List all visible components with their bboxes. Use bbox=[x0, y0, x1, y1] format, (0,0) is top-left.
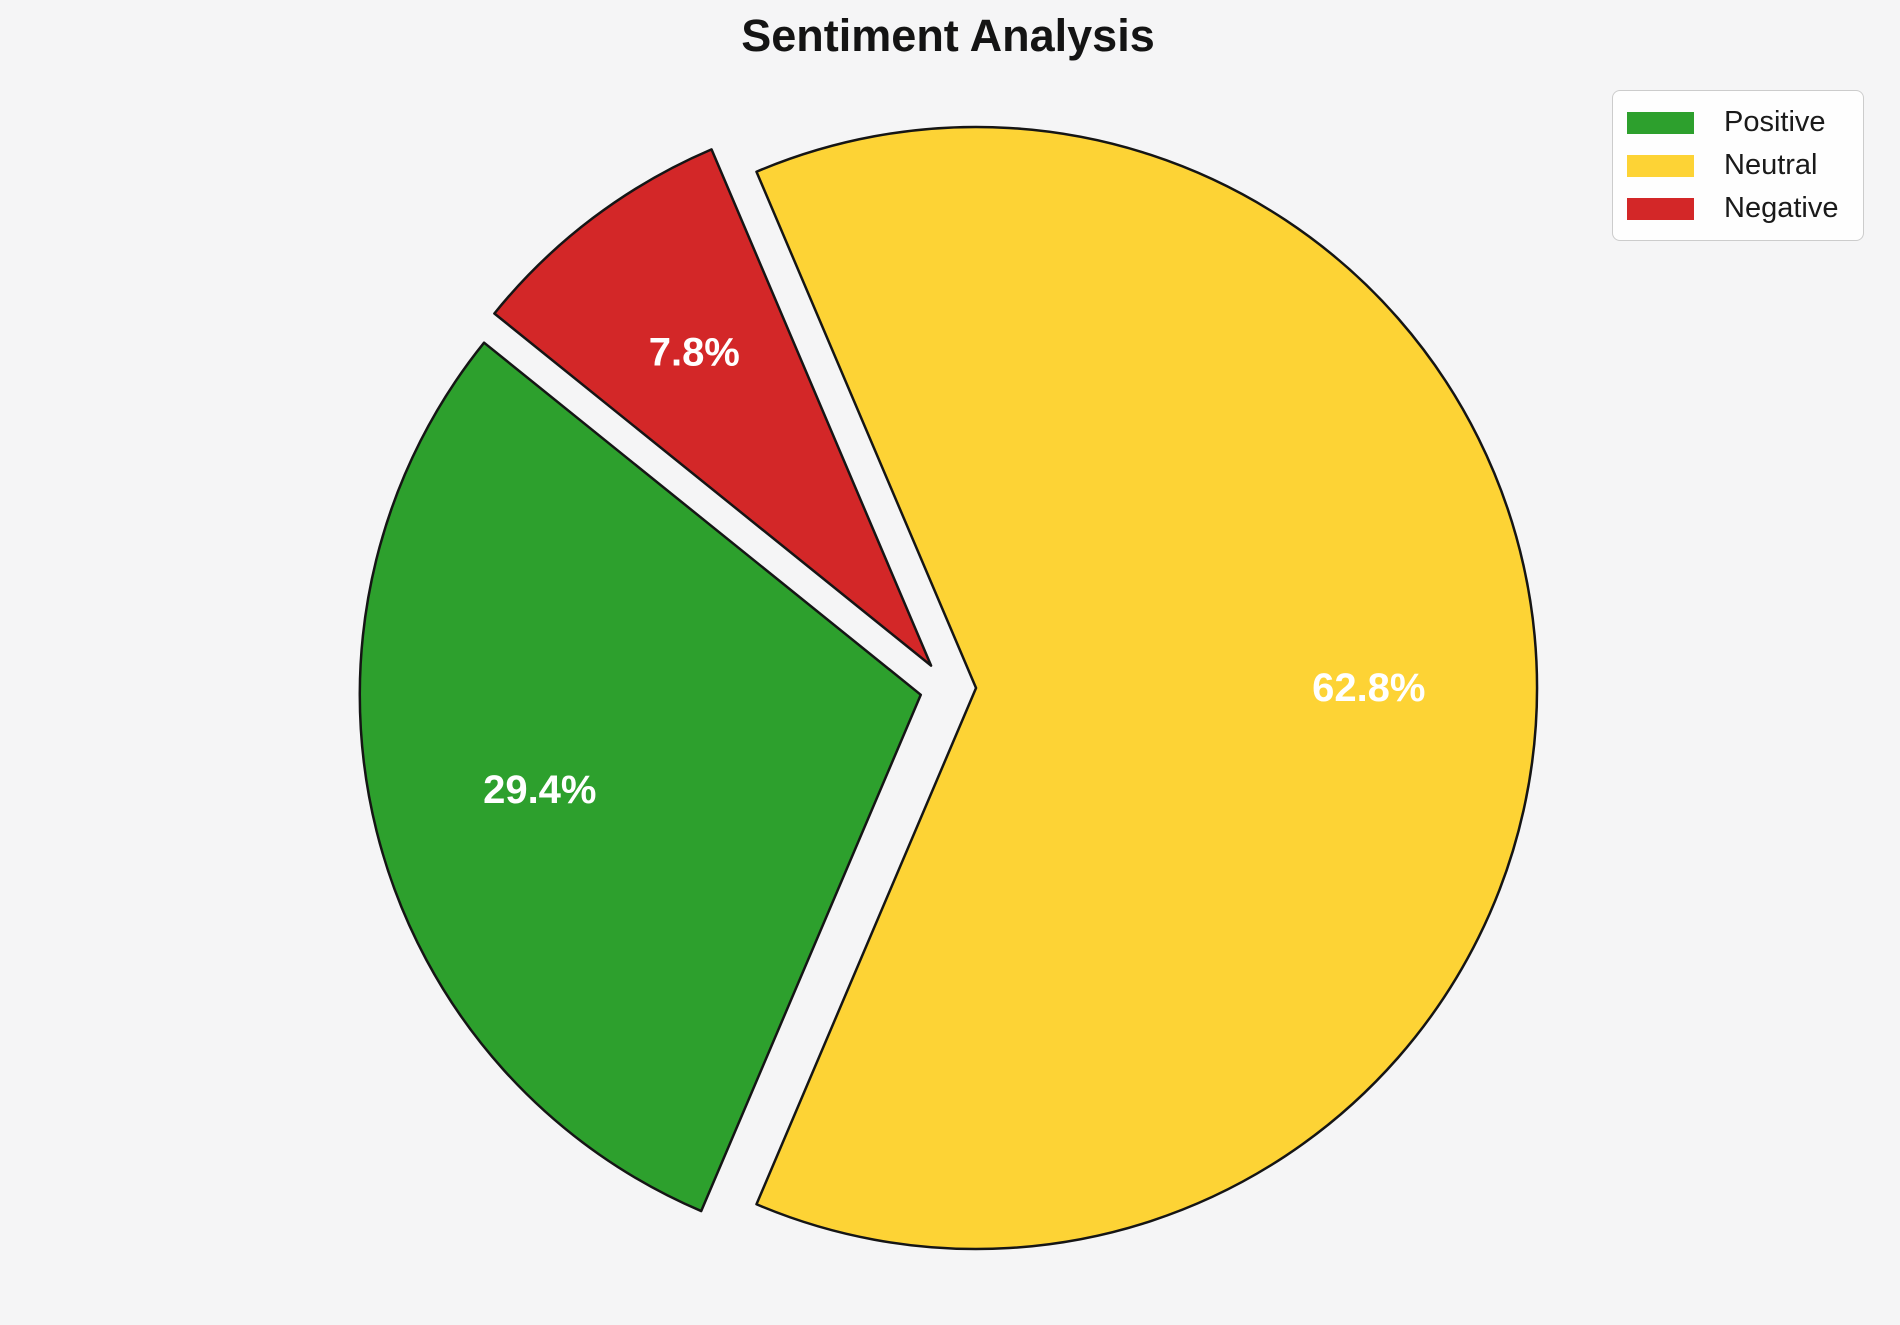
legend-item-neutral: Neutral bbox=[1627, 144, 1849, 187]
chart-title: Sentiment Analysis bbox=[741, 10, 1155, 61]
pie-slice-positive bbox=[358, 341, 923, 1213]
pie-slice-pct-neutral: 62.8% bbox=[1312, 666, 1425, 710]
pie-slice-neutral bbox=[755, 125, 1539, 1251]
pie-slice-negative bbox=[493, 148, 933, 667]
legend-item-negative: Negative bbox=[1627, 187, 1849, 230]
pie-slice-pct-positive: 29.4% bbox=[483, 768, 596, 812]
legend-label-positive: Positive bbox=[1724, 106, 1826, 138]
legend-swatch-neutral bbox=[1627, 154, 1694, 177]
legend-label-neutral: Neutral bbox=[1724, 149, 1818, 181]
legend-label-negative: Negative bbox=[1724, 192, 1839, 224]
legend-swatch-positive bbox=[1627, 111, 1694, 134]
legend-item-positive: Positive bbox=[1627, 101, 1849, 144]
pie-slice-pct-negative: 7.8% bbox=[649, 330, 740, 374]
legend: Positive Neutral Negative bbox=[1612, 90, 1864, 241]
legend-swatch-negative bbox=[1627, 197, 1694, 220]
